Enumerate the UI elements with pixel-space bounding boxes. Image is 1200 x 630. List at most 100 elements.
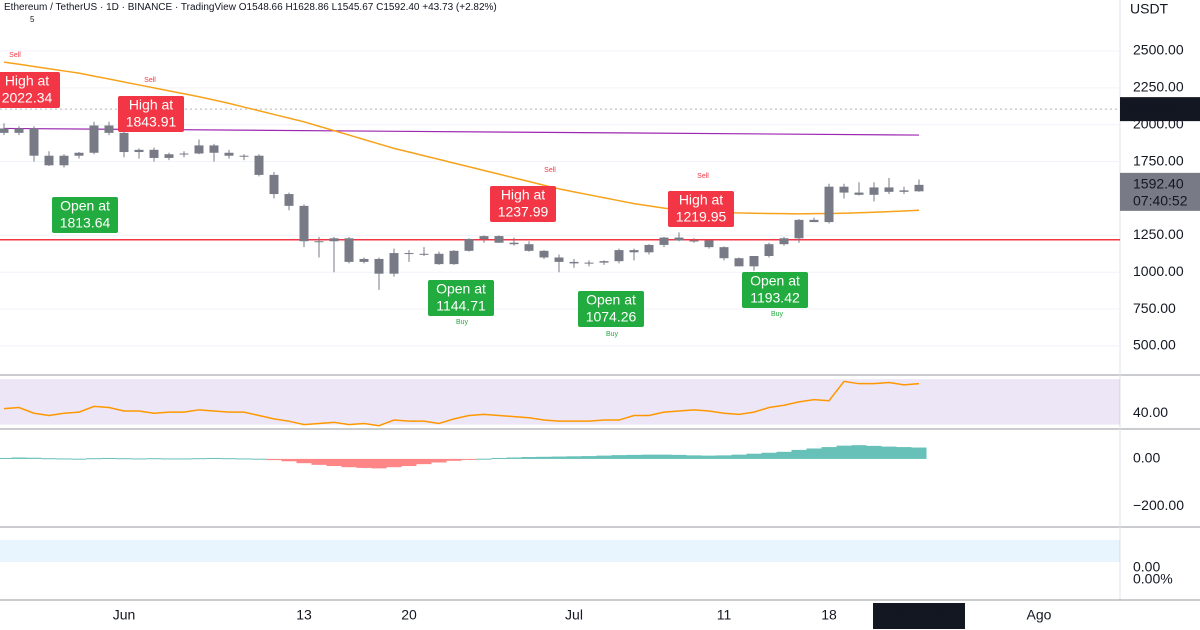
candle-body <box>419 253 429 255</box>
candle-body <box>869 187 879 195</box>
macd-bar <box>656 454 672 459</box>
signal-label: Buy <box>771 311 784 318</box>
macd-bar <box>731 454 747 459</box>
candle-body <box>314 241 324 243</box>
annotation-value: 2022.34 <box>2 90 53 106</box>
candle-body <box>824 186 834 223</box>
candle-body <box>104 125 114 133</box>
candle-body <box>749 255 759 267</box>
candle-body <box>74 152 84 156</box>
candle-body <box>569 261 579 264</box>
macd-bar <box>506 457 522 459</box>
macd-bar <box>686 455 702 459</box>
signal-label: Buy <box>456 319 469 326</box>
macd-bar <box>851 445 867 459</box>
annotation-label: High at <box>129 97 173 113</box>
macd-bar <box>776 451 792 459</box>
candle-body <box>479 236 489 240</box>
macd-bar <box>86 458 102 460</box>
candle-body <box>134 149 144 153</box>
macd-bar <box>356 458 372 468</box>
annotation-value: 1074.26 <box>586 309 637 325</box>
macd-bar <box>716 455 732 459</box>
candle-body <box>734 258 744 267</box>
candle-body <box>884 187 894 192</box>
rsi-tick-label: 40.00 <box>1133 404 1168 420</box>
moving-average <box>3 61 920 215</box>
macd-bar <box>536 456 552 459</box>
countdown-label: 07:40:52 <box>1133 193 1188 209</box>
candle-body <box>704 240 714 248</box>
candle-body <box>194 145 204 154</box>
macd-bar <box>281 458 297 462</box>
stoch-band <box>0 540 1120 562</box>
annotation-label: High at <box>679 192 723 208</box>
x-tick-label: Ago <box>1027 607 1052 623</box>
annotation-box <box>428 280 494 316</box>
macd-bar <box>551 456 567 459</box>
candle-body <box>224 152 234 156</box>
candle-body <box>464 239 474 251</box>
candle-body <box>209 145 219 153</box>
annotation-label: Open at <box>750 273 800 289</box>
candle-body <box>809 219 819 223</box>
macd-bar <box>806 448 822 459</box>
high-label: 2105.95 <box>1126 100 1177 116</box>
candle-body <box>674 237 684 241</box>
candle-body <box>149 149 159 158</box>
candle-body <box>239 155 249 157</box>
annotation-value: 1219.95 <box>676 209 727 225</box>
macd-bar <box>641 454 657 459</box>
macd-bar <box>596 455 612 459</box>
candle-body <box>659 237 669 245</box>
macd-bar <box>791 449 807 459</box>
macd-bar <box>746 453 762 459</box>
annotation-value: 1237.99 <box>498 204 549 220</box>
macd-bar <box>341 458 357 468</box>
annotation-label: Open at <box>436 281 486 297</box>
candle-body <box>794 219 804 239</box>
candle-body <box>539 250 549 258</box>
macd-bar <box>461 458 477 460</box>
macd-bar <box>566 456 582 459</box>
candle-body <box>434 253 444 265</box>
candle-body <box>839 186 849 193</box>
candle-body <box>389 253 399 274</box>
y-tick-label: 2500.00 <box>1133 42 1184 58</box>
annotation-value: 1813.64 <box>60 215 111 231</box>
candle-body <box>374 258 384 274</box>
macd-bar <box>881 446 897 459</box>
x-tick-label: 11 <box>717 607 732 623</box>
macd-bar <box>371 458 387 469</box>
candle-body <box>404 253 414 255</box>
annotation-value: 1843.91 <box>126 114 177 130</box>
candle-body <box>359 258 369 262</box>
stoch-tick-label: 0.00 <box>1133 559 1160 575</box>
candle-body <box>629 250 639 253</box>
macd-bar <box>446 458 462 461</box>
macd-bar <box>866 445 882 459</box>
rsi-band <box>0 379 1120 425</box>
y-tick-label: 1250.00 <box>1133 226 1184 242</box>
candle-body <box>524 244 534 251</box>
macd-tick-label: −200.00 <box>1133 497 1184 513</box>
signal-label: Buy <box>606 331 619 338</box>
signal-label: Sell <box>697 173 709 180</box>
candle-body <box>554 257 564 262</box>
annotation-label: Open at <box>60 198 110 214</box>
header-small: 5 <box>30 15 35 24</box>
macd-bar <box>206 457 222 459</box>
candle-body <box>764 244 774 256</box>
macd-bar <box>491 457 507 459</box>
candle-body <box>14 128 24 133</box>
macd-bar <box>0 457 12 459</box>
currency: USDT <box>1130 1 1169 17</box>
candle-body <box>599 261 609 263</box>
candle-body <box>494 236 504 243</box>
macd-bar <box>11 457 27 459</box>
candle-body <box>29 128 39 156</box>
candle-body <box>89 125 99 153</box>
signal-label: Sell <box>544 167 556 174</box>
macd-bar <box>611 455 627 459</box>
